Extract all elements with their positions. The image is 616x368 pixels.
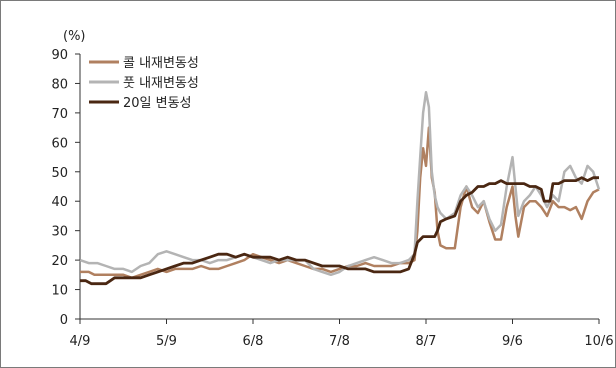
series-line-3 (80, 176, 599, 286)
legend-label-3: 20일 변동성 (123, 96, 192, 111)
y-tick-label: 10 (51, 284, 68, 299)
x-tick-label: 9/6 (502, 334, 523, 349)
y-tick-label: 40 (51, 195, 68, 210)
y-tick-label: 50 (51, 166, 68, 181)
y-tick-label: 30 (51, 225, 68, 240)
y-tick-label: 20 (51, 254, 68, 269)
y-tick-label: 70 (51, 107, 68, 122)
y-tick-label: 60 (51, 136, 68, 151)
y-tick-label: 90 (51, 48, 68, 63)
x-tick-label: 4/9 (70, 334, 91, 349)
series-line-2 (79, 91, 601, 277)
y-tick-label: 0 (60, 313, 68, 328)
x-tick-label: 8/7 (416, 334, 437, 349)
x-tick-label: 5/9 (156, 334, 177, 349)
legend-label-1: 콜 내재변동성 (123, 56, 199, 71)
y-unit-label: (%) (63, 29, 86, 44)
x-tick-label: 7/8 (329, 334, 350, 349)
series-line-1 (80, 126, 600, 280)
legend-label-2: 풋 내재변동성 (123, 76, 199, 91)
x-tick-label: 10/6 (584, 334, 613, 349)
x-tick-label: 6/8 (243, 334, 264, 349)
y-tick-label: 80 (51, 77, 68, 92)
